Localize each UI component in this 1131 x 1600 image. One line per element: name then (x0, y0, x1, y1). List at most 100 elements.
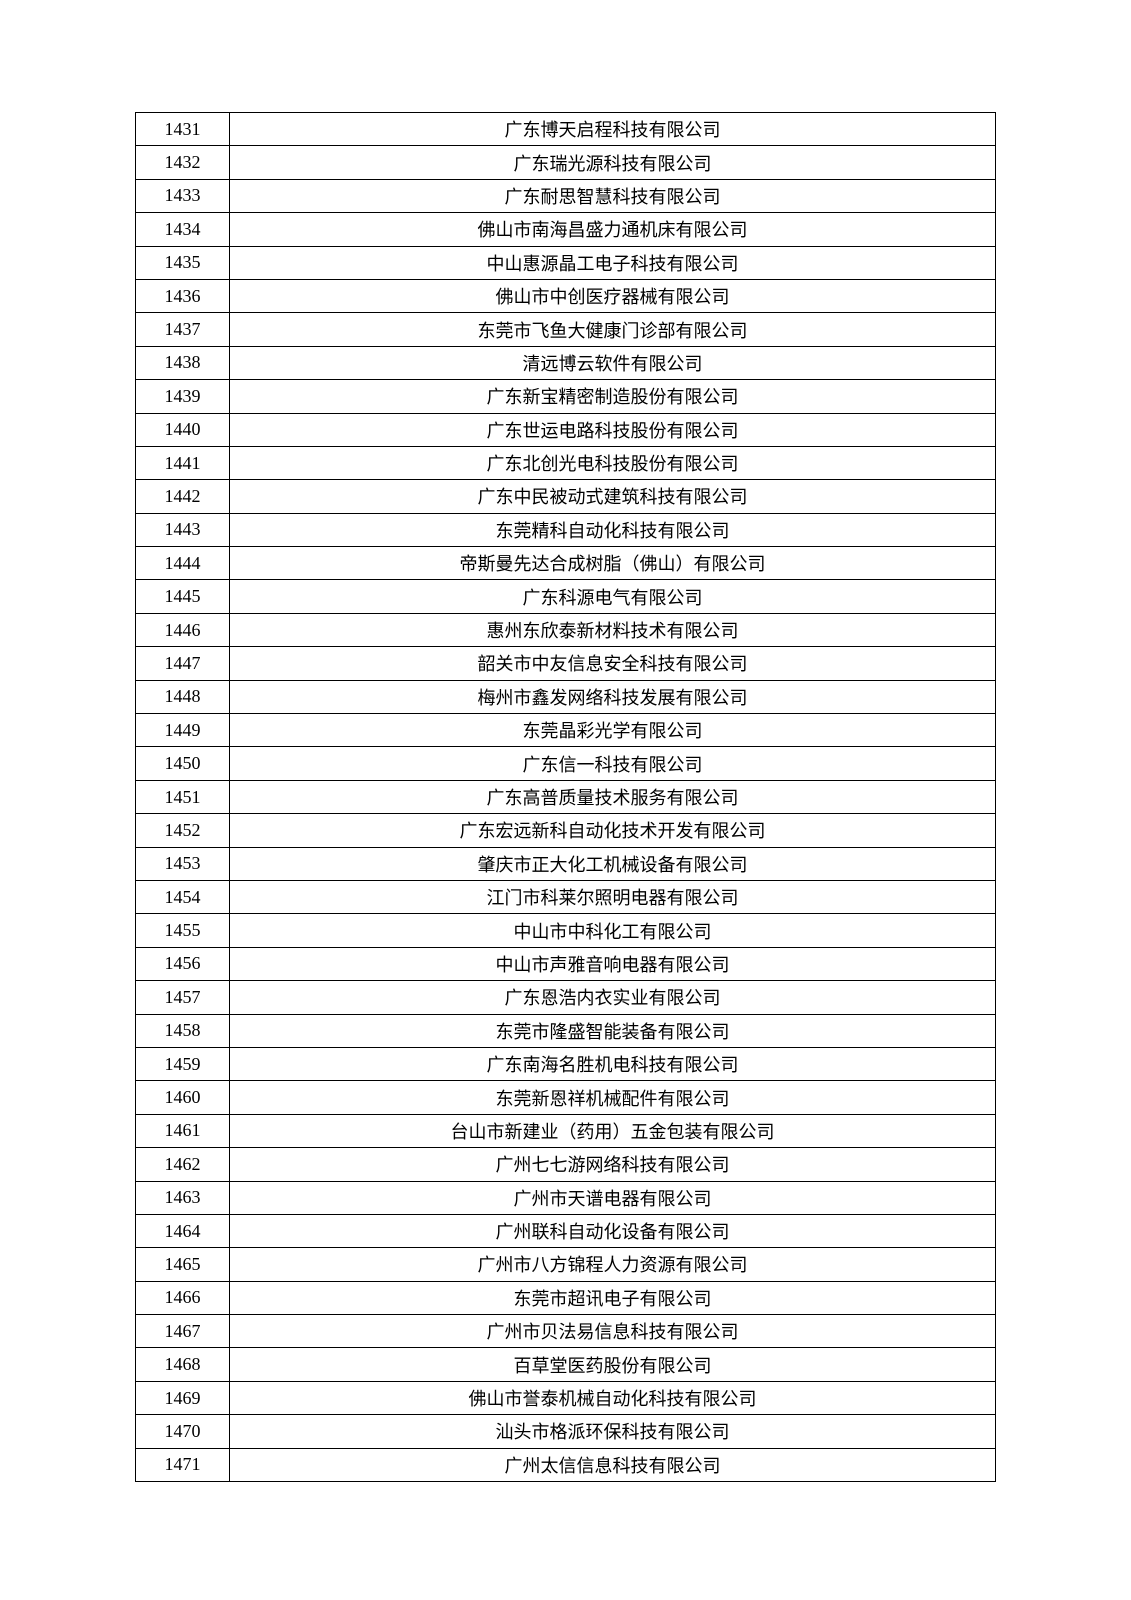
company-name: 惠州东欣泰新材料技术有限公司 (230, 613, 996, 646)
table-row: 1470汕头市格派环保科技有限公司 (136, 1415, 996, 1448)
company-name: 广东南海名胜机电科技有限公司 (230, 1047, 996, 1080)
row-index: 1455 (136, 914, 230, 947)
row-index: 1471 (136, 1448, 230, 1481)
company-name: 东莞新恩祥机械配件有限公司 (230, 1081, 996, 1114)
table-row: 1464广州联科自动化设备有限公司 (136, 1214, 996, 1247)
table-row: 1447韶关市中友信息安全科技有限公司 (136, 647, 996, 680)
table-row: 1442广东中民被动式建筑科技有限公司 (136, 480, 996, 513)
table-row: 1434佛山市南海昌盛力通机床有限公司 (136, 213, 996, 246)
row-index: 1465 (136, 1248, 230, 1281)
company-name: 百草堂医药股份有限公司 (230, 1348, 996, 1381)
company-name: 肇庆市正大化工机械设备有限公司 (230, 847, 996, 880)
company-table: 1431广东博天启程科技有限公司1432广东瑞光源科技有限公司1433广东耐思智… (135, 112, 996, 1482)
table-row: 1443东莞精科自动化科技有限公司 (136, 513, 996, 546)
company-name: 广东科源电气有限公司 (230, 580, 996, 613)
company-name: 梅州市鑫发网络科技发展有限公司 (230, 680, 996, 713)
row-index: 1442 (136, 480, 230, 513)
table-row: 1431广东博天启程科技有限公司 (136, 113, 996, 146)
row-index: 1467 (136, 1315, 230, 1348)
table-row: 1448梅州市鑫发网络科技发展有限公司 (136, 680, 996, 713)
company-name: 广东高普质量技术服务有限公司 (230, 780, 996, 813)
row-index: 1439 (136, 380, 230, 413)
row-index: 1434 (136, 213, 230, 246)
company-name: 东莞市隆盛智能装备有限公司 (230, 1014, 996, 1047)
company-name: 清远博云软件有限公司 (230, 346, 996, 379)
row-index: 1436 (136, 279, 230, 312)
row-index: 1447 (136, 647, 230, 680)
company-name: 广东瑞光源科技有限公司 (230, 146, 996, 179)
company-name: 江门市科莱尔照明电器有限公司 (230, 880, 996, 913)
row-index: 1441 (136, 446, 230, 479)
row-index: 1458 (136, 1014, 230, 1047)
company-name: 汕头市格派环保科技有限公司 (230, 1415, 996, 1448)
table-row: 1459广东南海名胜机电科技有限公司 (136, 1047, 996, 1080)
company-name: 中山惠源晶工电子科技有限公司 (230, 246, 996, 279)
table-row: 1453肇庆市正大化工机械设备有限公司 (136, 847, 996, 880)
company-name: 广州市贝法易信息科技有限公司 (230, 1315, 996, 1348)
row-index: 1459 (136, 1047, 230, 1080)
company-name: 韶关市中友信息安全科技有限公司 (230, 647, 996, 680)
row-index: 1460 (136, 1081, 230, 1114)
table-row: 1465广州市八方锦程人力资源有限公司 (136, 1248, 996, 1281)
company-name: 广东宏远新科自动化技术开发有限公司 (230, 814, 996, 847)
table-row: 1462广州七七游网络科技有限公司 (136, 1148, 996, 1181)
company-name: 帝斯曼先达合成树脂（佛山）有限公司 (230, 547, 996, 580)
table-row: 1461台山市新建业（药用）五金包装有限公司 (136, 1114, 996, 1147)
table-row: 1468百草堂医药股份有限公司 (136, 1348, 996, 1381)
table-row: 1435中山惠源晶工电子科技有限公司 (136, 246, 996, 279)
row-index: 1440 (136, 413, 230, 446)
table-row: 1440广东世运电路科技股份有限公司 (136, 413, 996, 446)
row-index: 1468 (136, 1348, 230, 1381)
row-index: 1453 (136, 847, 230, 880)
table-row: 1437东莞市飞鱼大健康门诊部有限公司 (136, 313, 996, 346)
company-name: 中山市中科化工有限公司 (230, 914, 996, 947)
table-row: 1438清远博云软件有限公司 (136, 346, 996, 379)
company-name: 广州市八方锦程人力资源有限公司 (230, 1248, 996, 1281)
row-index: 1469 (136, 1381, 230, 1414)
company-table-body: 1431广东博天启程科技有限公司1432广东瑞光源科技有限公司1433广东耐思智… (136, 113, 996, 1482)
table-row: 1456中山市声雅音响电器有限公司 (136, 947, 996, 980)
row-index: 1454 (136, 880, 230, 913)
row-index: 1464 (136, 1214, 230, 1247)
company-name: 东莞晶彩光学有限公司 (230, 714, 996, 747)
row-index: 1437 (136, 313, 230, 346)
table-row: 1445广东科源电气有限公司 (136, 580, 996, 613)
company-name: 东莞市超讯电子有限公司 (230, 1281, 996, 1314)
row-index: 1438 (136, 346, 230, 379)
row-index: 1444 (136, 547, 230, 580)
company-name: 广东北创光电科技股份有限公司 (230, 446, 996, 479)
company-name: 广东新宝精密制造股份有限公司 (230, 380, 996, 413)
company-name: 广东耐思智慧科技有限公司 (230, 179, 996, 212)
row-index: 1431 (136, 113, 230, 146)
table-row: 1450广东信一科技有限公司 (136, 747, 996, 780)
company-name: 广东恩浩内衣实业有限公司 (230, 981, 996, 1014)
row-index: 1461 (136, 1114, 230, 1147)
company-name: 广州七七游网络科技有限公司 (230, 1148, 996, 1181)
table-row: 1441广东北创光电科技股份有限公司 (136, 446, 996, 479)
table-row: 1433广东耐思智慧科技有限公司 (136, 179, 996, 212)
row-index: 1435 (136, 246, 230, 279)
row-index: 1470 (136, 1415, 230, 1448)
company-name: 台山市新建业（药用）五金包装有限公司 (230, 1114, 996, 1147)
row-index: 1450 (136, 747, 230, 780)
table-row: 1452广东宏远新科自动化技术开发有限公司 (136, 814, 996, 847)
company-name: 佛山市南海昌盛力通机床有限公司 (230, 213, 996, 246)
table-row: 1460东莞新恩祥机械配件有限公司 (136, 1081, 996, 1114)
row-index: 1462 (136, 1148, 230, 1181)
row-index: 1451 (136, 780, 230, 813)
table-row: 1436佛山市中创医疗器械有限公司 (136, 279, 996, 312)
row-index: 1457 (136, 981, 230, 1014)
company-name: 东莞精科自动化科技有限公司 (230, 513, 996, 546)
table-row: 1466东莞市超讯电子有限公司 (136, 1281, 996, 1314)
table-row: 1458东莞市隆盛智能装备有限公司 (136, 1014, 996, 1047)
company-name: 广东世运电路科技股份有限公司 (230, 413, 996, 446)
table-row: 1449东莞晶彩光学有限公司 (136, 714, 996, 747)
row-index: 1448 (136, 680, 230, 713)
row-index: 1443 (136, 513, 230, 546)
row-index: 1446 (136, 613, 230, 646)
row-index: 1445 (136, 580, 230, 613)
table-row: 1469佛山市誉泰机械自动化科技有限公司 (136, 1381, 996, 1414)
row-index: 1466 (136, 1281, 230, 1314)
company-name: 佛山市中创医疗器械有限公司 (230, 279, 996, 312)
table-row: 1446惠州东欣泰新材料技术有限公司 (136, 613, 996, 646)
